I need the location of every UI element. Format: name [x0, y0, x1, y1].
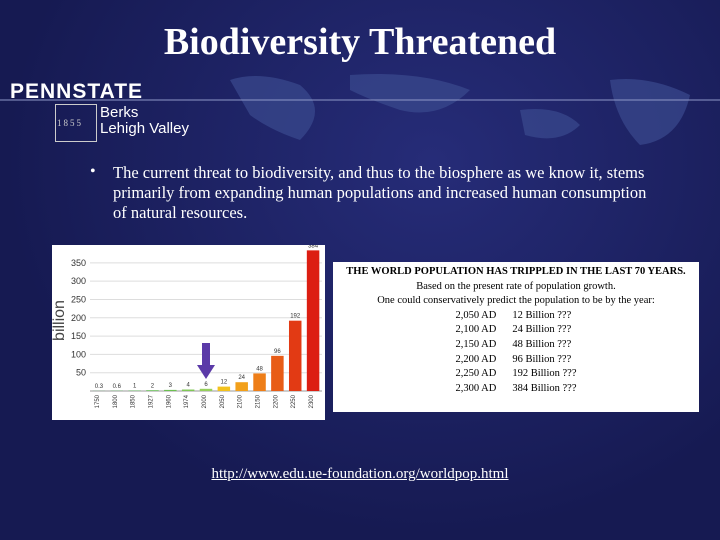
population-chart: billion 50 100 150 200 250 300 350 0.3 1750 0.6 180…	[52, 245, 325, 420]
arrow-head	[197, 365, 215, 379]
bar	[146, 390, 159, 391]
cell: 2,250 AD	[455, 368, 497, 380]
cell: 12 Billion ???	[512, 309, 572, 321]
box-heading: THE WORLD POPULATION HAS TRIPPLED IN THE…	[346, 266, 686, 277]
x-tick-label: 2250	[291, 394, 297, 408]
cell: 2,200 AD	[455, 353, 497, 365]
x-tick-label: 2200	[273, 394, 279, 408]
row: 2,150 AD 48 Billion ???	[448, 338, 585, 353]
x-tick-label: 1800	[113, 394, 119, 408]
cell: 48 Billion ???	[512, 338, 572, 350]
bar	[271, 355, 284, 391]
y-tick-label: 100	[71, 349, 86, 359]
value-label: 384	[308, 245, 319, 249]
y-tick-label: 200	[71, 313, 86, 323]
value-label: 12	[221, 380, 228, 386]
y-tick-label: 150	[71, 331, 86, 341]
row: 2,200 AD 96 Billion ???	[448, 353, 585, 368]
bar	[217, 386, 231, 391]
value-label: 6	[204, 382, 208, 388]
value-label: 48	[256, 366, 263, 372]
row: 2,250 AD 192 Billion ???	[448, 367, 585, 382]
link[interactable]: http://www.edu.ue-foundation.org/worldpo…	[211, 466, 509, 482]
value-label: 3	[169, 383, 173, 389]
box-line: Based on the present rate of population …	[416, 280, 616, 292]
y-tick-label: 300	[71, 276, 86, 286]
x-tick-label: 2150	[256, 394, 262, 408]
row: 2,300 AD 384 Billion ???	[448, 382, 585, 397]
y-tick-label: 250	[71, 294, 86, 304]
row: 2,100 AD 24 Billion ???	[448, 323, 585, 338]
row: 2,050 AD 12 Billion ???	[448, 309, 585, 324]
cell: 96 Billion ???	[512, 353, 572, 365]
value-label: 1	[133, 384, 137, 390]
title: Biodiversity Threatened	[163, 21, 557, 63]
cell: 24 Billion ???	[512, 324, 572, 336]
cell: 2,100 AD	[455, 324, 497, 336]
x-tick-label: 2000	[202, 394, 208, 408]
campus: Berks	[100, 104, 139, 121]
bar	[253, 373, 266, 391]
bullet-dot: •	[90, 163, 96, 180]
bar	[181, 389, 195, 391]
value-label: 96	[274, 349, 281, 355]
text-box: THE WORLD POPULATION HAS TRIPPLED IN THE…	[333, 262, 699, 412]
x-tick-label: 1850	[131, 394, 137, 408]
cell: 384 Billion ???	[512, 382, 577, 394]
y-tick-label: 50	[76, 368, 86, 378]
bar	[199, 388, 213, 391]
bullet-text: The current threat to biodiversity, and …	[113, 163, 647, 222]
value-label: 4	[186, 383, 190, 389]
value-label: 24	[238, 375, 245, 381]
y-axis-label: billion	[52, 300, 68, 341]
value-label: 2	[151, 383, 155, 389]
x-tick-label: 2100	[238, 394, 244, 408]
cell: 2,300 AD	[455, 382, 497, 394]
value-label: 192	[290, 314, 301, 320]
bar	[235, 382, 248, 391]
x-tick-label: 2300	[309, 394, 315, 408]
value-label: 0.3	[95, 384, 104, 390]
x-tick-label: 2050	[220, 394, 226, 408]
y-tick-label: 350	[71, 258, 86, 268]
logo-name: PENNSTATE	[10, 80, 144, 103]
continents	[230, 74, 690, 145]
bar	[288, 320, 302, 391]
x-tick-label: 1927	[148, 394, 154, 408]
world-map	[0, 74, 720, 145]
bar	[306, 250, 320, 391]
box-line: One could conservatively predict the pop…	[377, 295, 655, 307]
campus: Lehigh Valley	[100, 120, 189, 137]
cell: 192 Billion ???	[512, 368, 577, 380]
x-tick-label: 1960	[166, 394, 172, 408]
value-label: 0.6	[113, 384, 122, 390]
logo-shield	[55, 104, 97, 142]
prediction-table: 2,050 AD 12 Billion ??? 2,100 AD 24 Billion…	[448, 309, 585, 397]
x-tick-label: 1750	[95, 394, 101, 408]
logo-year: 1855	[57, 118, 83, 128]
x-tick-label: 1974	[184, 394, 190, 408]
cell: 2,050 AD	[455, 309, 497, 321]
bar	[164, 389, 177, 391]
cell: 2,150 AD	[455, 338, 497, 350]
